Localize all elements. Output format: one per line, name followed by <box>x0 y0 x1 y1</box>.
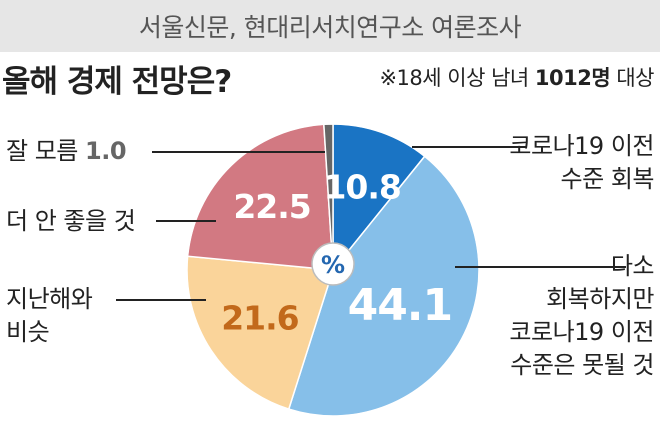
callout-same-line1: 지난해와 <box>6 285 93 313</box>
pie-slices <box>186 123 480 417</box>
chart-title: 올해 경제 전망은? <box>2 64 232 100</box>
source-banner: 서울신문, 현대리서치연구소 여론조사 <box>0 0 660 52</box>
source-text: 서울신문, 현대리서치연구소 여론조사 <box>138 13 522 42</box>
callout-unknown: 잘 모름 1.0 <box>6 135 127 168</box>
callout-recover-line2: 수준 회복 <box>560 165 655 193</box>
pie-rim <box>186 123 480 417</box>
pie-values: 10.8 44.1 21.6 22.5 <box>221 167 453 337</box>
pie-value-label-3: 22.5 <box>233 187 310 226</box>
callout-unknown-value: 1.0 <box>85 137 127 165</box>
callout-partial-line3: 코로나19 이전 <box>509 318 654 346</box>
callout-worse-label: 더 안 좋을 것 <box>6 207 136 235</box>
pie-value-label-1: 44.1 <box>348 280 453 331</box>
callout-recover-line1: 코로나19 이전 <box>509 132 654 160</box>
callout-partial-line2: 회복하지만 <box>546 285 654 313</box>
callout-unknown-label: 잘 모름 <box>6 137 85 165</box>
survey-note: ※18세 이상 남녀 1012명 대상 <box>379 62 654 92</box>
callout-same-line2: 비슷 <box>6 318 50 346</box>
callout-partial-line1: 다소 <box>610 252 655 280</box>
survey-note-prefix: ※18세 이상 남녀 <box>379 66 535 90</box>
pie-value-label-0: 10.8 <box>323 167 400 206</box>
callout-partial: 다소 회복하지만 코로나19 이전 수준은 못될 것 <box>509 250 654 382</box>
survey-note-suffix: 대상 <box>610 66 654 90</box>
callout-same: 지난해와 비슷 <box>6 283 93 349</box>
callout-lines <box>116 146 626 301</box>
pie-value-label-2: 21.6 <box>221 298 298 337</box>
pie-center: % <box>311 242 355 286</box>
center-badge <box>311 242 355 286</box>
survey-note-count: 1012명 <box>534 66 611 90</box>
callout-worse: 더 안 좋을 것 <box>6 205 136 238</box>
callout-partial-line4: 수준은 못될 것 <box>510 351 654 379</box>
percent-symbol: % <box>321 251 345 279</box>
callout-recover: 코로나19 이전 수준 회복 <box>509 130 654 196</box>
